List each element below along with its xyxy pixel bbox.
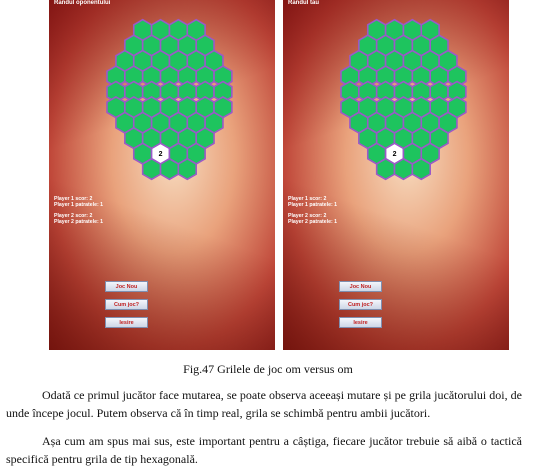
your-turn-panel: 2 Randul tau Player 1 scor: 2 Player 1 p… (283, 0, 509, 350)
hex-cell[interactable] (159, 157, 180, 181)
player1-score: Player 1 scor: 2 (54, 196, 93, 202)
player2-squares: Player 2 patratele: 1 (54, 219, 104, 225)
player2-squares: Player 2 patratele: 1 (288, 219, 338, 225)
how-to-play-button[interactable]: Cum joc? (105, 299, 148, 310)
hex-grid-right[interactable]: 2 (283, 0, 509, 350)
new-game-button[interactable]: Joc Nou (339, 281, 382, 292)
paragraph-1: Odată ce primul jucător face mutarea, se… (6, 388, 522, 420)
hex-grid-left[interactable]: 2 (49, 0, 275, 350)
hex-cell[interactable] (177, 157, 197, 181)
exit-button[interactable]: Iesire (339, 317, 382, 328)
opponent-turn-panel: 2 Randul oponentului Player 1 scor: 2 Pl… (49, 0, 275, 350)
hex-cell[interactable] (375, 157, 396, 181)
panel-title: Randul tau (288, 0, 319, 6)
hex-cell[interactable] (141, 157, 162, 181)
panel-title: Randul oponentului (54, 0, 111, 6)
figure-caption: Fig.47 Grilele de joc om versus om (183, 362, 353, 376)
player1-squares: Player 1 patratele: 1 (54, 202, 104, 208)
player1-score: Player 1 scor: 2 (288, 196, 327, 202)
how-to-play-button[interactable]: Cum joc? (339, 299, 382, 310)
paragraph-2: Așa cum am spus mai sus, este important … (6, 434, 522, 466)
hex-cell[interactable] (411, 157, 431, 181)
hex-cell-value: 2 (159, 151, 163, 158)
exit-button[interactable]: Iesire (105, 317, 148, 328)
hex-cell[interactable] (393, 157, 414, 181)
player2-score: Player 2 scor: 2 (54, 213, 93, 219)
hex-cell-value: 2 (393, 151, 397, 158)
player2-score: Player 2 scor: 2 (288, 213, 327, 219)
new-game-button[interactable]: Joc Nou (105, 281, 148, 292)
player1-squares: Player 1 patratele: 1 (288, 202, 338, 208)
